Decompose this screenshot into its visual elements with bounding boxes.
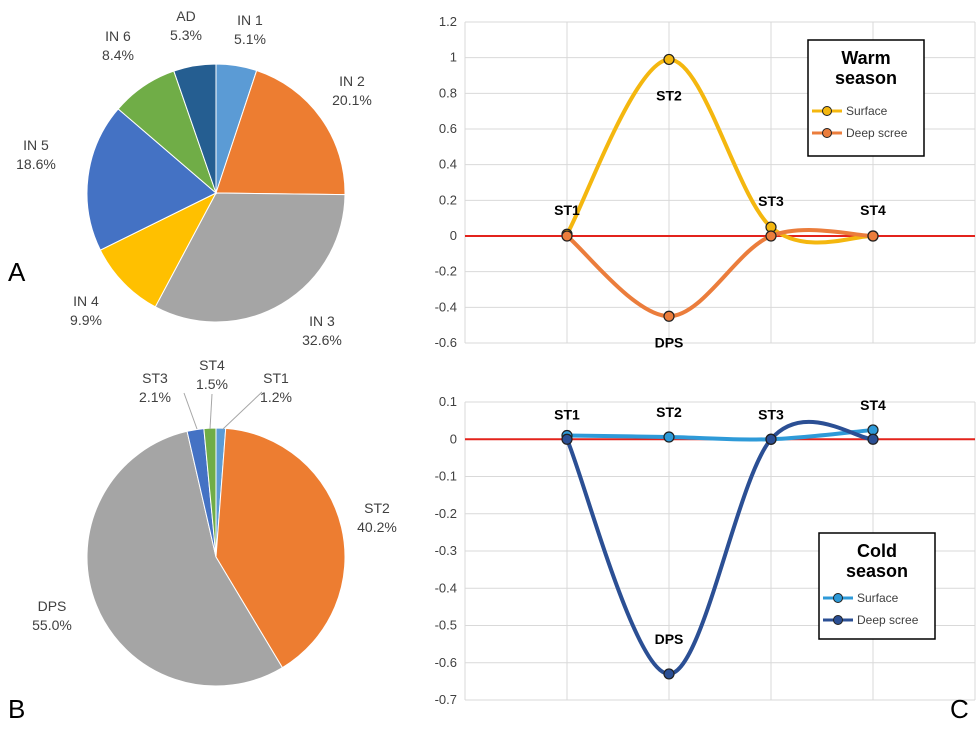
data-point-deep-scree [561, 230, 573, 242]
slice-label-st2: ST2 [364, 500, 390, 516]
series-line-deep-scree [565, 419, 875, 676]
data-point-deep-scree [663, 310, 675, 322]
station-label-st2: ST2 [656, 404, 682, 420]
legend-item-surface: Surface [846, 104, 888, 118]
station-label-st1: ST1 [554, 406, 580, 422]
legend-item-deep-scree: Deep scree [846, 126, 908, 140]
slice-value-st2: 40.2% [357, 519, 397, 535]
pie-slice-dps [86, 430, 284, 687]
legend-item-deep-scree: Deep scree [857, 613, 919, 627]
slice-label-in-6: IN 6 [105, 28, 131, 44]
slice-label-in-4: IN 4 [73, 293, 99, 309]
legend-title-line1: Cold [857, 541, 897, 561]
y-tick-label: -0.3 [435, 543, 457, 558]
pie-chart-a: IN 1 5.1% IN 2 20.1% IN 3 32.6% IN 4 9.9% IN 5 18… [16, 8, 372, 348]
line-chart-warm: 1.2 1 0.8 0.6 0.4 0.2 0 -0.2 -0.4 -0.6 ST1 ST2 ST3 ST… [435, 14, 976, 350]
slice-value-in-1: 5.1% [234, 31, 266, 47]
leader-line-st4 [209, 393, 213, 430]
slice-value-dps: 55.0% [32, 617, 72, 633]
legend-marker-deep-scree [822, 128, 832, 138]
data-point-surface [663, 431, 675, 443]
y-tick-label: 0.1 [439, 394, 457, 409]
legend-title-line2: season [846, 561, 908, 581]
slice-label-in-2: IN 2 [339, 73, 365, 89]
data-point-deep-scree [663, 668, 675, 680]
y-tick-label: -0.4 [435, 580, 457, 595]
y-tick-label: 0.2 [439, 192, 457, 207]
station-label-dps: DPS [655, 334, 684, 350]
line-chart-cold: 0.1 0 -0.1 -0.2 -0.3 -0.4 -0.5 -0.6 -0.7 ST1 ST2 ST… [435, 394, 976, 707]
data-point-surface [663, 53, 675, 66]
slice-value-st3: 2.1% [139, 389, 171, 405]
series-line-surface [565, 57, 875, 245]
slice-label-dps: DPS [38, 598, 67, 614]
y-tick-label: 0.4 [439, 157, 457, 172]
slice-label-in-5: IN 5 [23, 137, 49, 153]
y-tick-label: -0.5 [435, 618, 457, 633]
y-tick-label: -0.6 [435, 655, 457, 670]
legend-marker-deep-scree [833, 615, 843, 625]
y-tick-label: 0 [450, 228, 457, 243]
slice-label-st4: ST4 [199, 357, 225, 373]
legend-item-surface: Surface [857, 591, 899, 605]
slice-value-st4: 1.5% [196, 376, 228, 392]
station-label-st3: ST3 [758, 406, 784, 422]
data-point-deep-scree [561, 433, 573, 445]
slice-label-in-1: IN 1 [237, 12, 263, 28]
legend-title-line2: season [835, 68, 897, 88]
y-tick-label: -0.2 [435, 264, 457, 279]
pie-slice-in-5 [86, 108, 217, 251]
slice-value-in-3: 32.6% [302, 332, 342, 348]
slice-label-st3: ST3 [142, 370, 168, 386]
slice-label-ad: AD [176, 8, 195, 24]
slice-value-in-2: 20.1% [332, 92, 372, 108]
y-tick-label: 0.6 [439, 121, 457, 136]
pie-slice-in-2 [215, 69, 346, 196]
y-tick-label: -0.6 [435, 335, 457, 350]
station-label-st3: ST3 [758, 193, 784, 209]
slice-label-st1: ST1 [263, 370, 289, 386]
station-label-st2: ST2 [656, 87, 682, 103]
y-tick-label: -0.4 [435, 299, 457, 314]
slice-value-st1: 1.2% [260, 389, 292, 405]
data-point-deep-scree [765, 433, 777, 445]
panel-label-b: B [8, 694, 25, 724]
panel-label-c: C [950, 694, 969, 724]
legend-marker-surface [822, 106, 832, 116]
y-tick-label: 1 [450, 50, 457, 65]
leader-line-st3 [183, 392, 198, 430]
leader-line-st1 [222, 391, 263, 430]
pie-slice-in-4 [99, 191, 218, 308]
y-tick-label: 0 [450, 431, 457, 446]
series-line-surface [565, 427, 875, 442]
y-tick-label: -0.2 [435, 506, 457, 521]
station-label-st1: ST1 [554, 202, 580, 218]
slice-value-in-4: 9.9% [70, 312, 102, 328]
station-label-st4: ST4 [860, 397, 886, 413]
slice-value-in-5: 18.6% [16, 156, 56, 172]
slice-value-in-6: 8.4% [102, 47, 134, 63]
data-point-deep-scree [867, 433, 879, 445]
y-tick-label: 0.8 [439, 85, 457, 100]
data-point-surface [867, 424, 879, 436]
data-point-deep-scree [765, 230, 777, 242]
slice-label-in-3: IN 3 [309, 313, 335, 329]
station-label-dps: DPS [655, 631, 684, 647]
y-tick-label: -0.1 [435, 469, 457, 484]
pie-slice-st2 [215, 427, 346, 669]
pie-slice-in-3 [154, 192, 346, 323]
series-line-deep-scree [565, 228, 875, 319]
slice-value-ad: 5.3% [170, 27, 202, 43]
y-tick-label: -0.7 [435, 692, 457, 707]
pie-chart-b: ST1 1.2% ST2 40.2% DPS 55.0% ST3 2.1% ST4 1.5% [32, 357, 397, 687]
pie-slice-ad [173, 63, 217, 194]
station-label-st4: ST4 [860, 202, 886, 218]
data-point-deep-scree [867, 230, 879, 242]
legend-title-line1: Warm [841, 48, 890, 68]
panel-label-a: A [8, 257, 26, 287]
y-tick-label: 1.2 [439, 14, 457, 29]
legend-marker-surface [833, 593, 843, 603]
